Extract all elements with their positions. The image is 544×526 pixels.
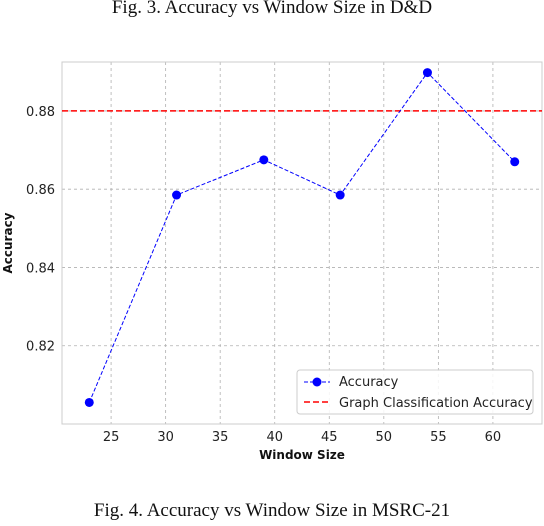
data-point bbox=[335, 190, 345, 200]
x-tick-label: 50 bbox=[376, 430, 393, 445]
plot-frame bbox=[61, 61, 543, 425]
legend-reference-label: Graph Classification Accuracy bbox=[339, 396, 533, 411]
y-tick-label: 0.82 bbox=[26, 340, 55, 355]
x-tick-label: 40 bbox=[266, 430, 283, 445]
figure-caption-top: Fig. 3. Accuracy vs Window Size in D&D bbox=[111, 0, 433, 18]
y-tick-label: 0.84 bbox=[26, 261, 55, 276]
x-tick-label: 25 bbox=[103, 430, 120, 445]
x-tick-label: 60 bbox=[485, 430, 502, 445]
tick-labels: 25 30 35 40 45 50 55 60 0.82 0.84 0.86 0.88 bbox=[26, 105, 501, 445]
data-point bbox=[510, 157, 520, 167]
x-axis-label: Window Size bbox=[259, 448, 345, 462]
series-layer bbox=[84, 68, 520, 407]
y-axis-label: Accuracy bbox=[1, 212, 15, 273]
series-line bbox=[88, 71, 516, 403]
chart-legend: Accuracy Graph Classification Accuracy bbox=[296, 369, 534, 415]
legend-box bbox=[296, 369, 534, 415]
x-tick-label: 35 bbox=[212, 430, 229, 445]
data-point bbox=[84, 397, 94, 407]
legend-accuracy-label: Accuracy bbox=[339, 375, 399, 390]
data-point bbox=[172, 190, 182, 200]
x-tick-label: 30 bbox=[157, 430, 174, 445]
x-tick-label: 55 bbox=[430, 430, 447, 445]
x-tick-label: 45 bbox=[321, 430, 338, 445]
figure-caption-bottom: Fig. 4. Accuracy vs Window Size in MSRC-… bbox=[93, 500, 451, 521]
data-point bbox=[259, 155, 269, 165]
y-tick-label: 0.86 bbox=[26, 183, 55, 198]
legend-accuracy-swatch-marker bbox=[312, 377, 322, 387]
data-point bbox=[422, 68, 432, 78]
grid-lines bbox=[62, 62, 542, 424]
y-tick-label: 0.88 bbox=[26, 105, 55, 120]
